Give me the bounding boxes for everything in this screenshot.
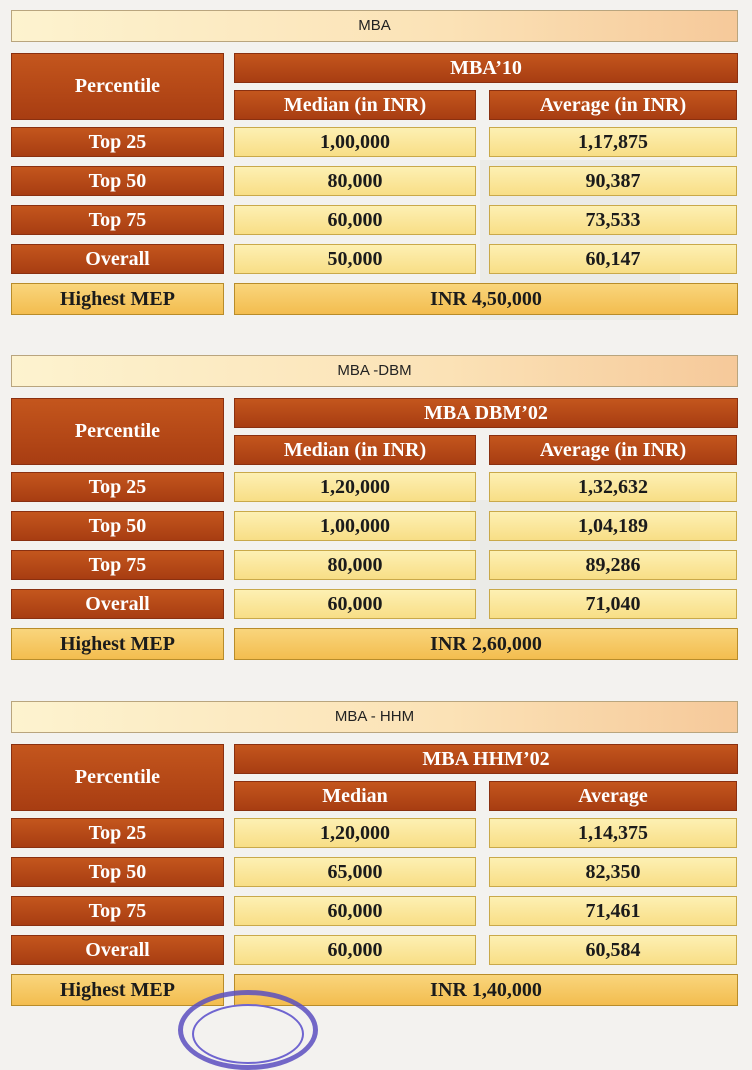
average-value: 89,286 [489, 550, 737, 580]
highest-mep-label: Highest MEP [11, 628, 224, 660]
average-column-header: Average (in INR) [489, 435, 737, 465]
average-value: 1,17,875 [489, 127, 737, 157]
median-value: 65,000 [234, 857, 476, 887]
section-heading: MBA -DBM [11, 355, 738, 387]
median-value: 60,000 [234, 896, 476, 926]
row-label: Top 50 [11, 511, 224, 541]
median-value: 60,000 [234, 205, 476, 235]
row-label: Overall [11, 589, 224, 619]
average-value: 71,040 [489, 589, 737, 619]
percentile-header: Percentile [11, 53, 224, 120]
row-label: Top 50 [11, 857, 224, 887]
average-value: 1,04,189 [489, 511, 737, 541]
average-value: 60,584 [489, 935, 737, 965]
row-label: Top 50 [11, 166, 224, 196]
row-label: Overall [11, 935, 224, 965]
program-header: MBA’10 [234, 53, 738, 83]
highest-mep-label: Highest MEP [11, 283, 224, 315]
row-label: Overall [11, 244, 224, 274]
row-label: Top 25 [11, 472, 224, 502]
average-value: 82,350 [489, 857, 737, 887]
row-label: Top 25 [11, 818, 224, 848]
median-value: 1,00,000 [234, 511, 476, 541]
average-value: 1,32,632 [489, 472, 737, 502]
average-value: 60,147 [489, 244, 737, 274]
table-section: MBA Percentile MBA’10 Median (in INR) Averag… [11, 10, 738, 320]
section-heading: MBA [11, 10, 738, 42]
median-value: 1,20,000 [234, 818, 476, 848]
row-label: Top 75 [11, 205, 224, 235]
median-value: 60,000 [234, 935, 476, 965]
average-value: 90,387 [489, 166, 737, 196]
median-column-header: Median (in INR) [234, 435, 476, 465]
highest-mep-value: INR 2,60,000 [234, 628, 738, 660]
median-value: 1,00,000 [234, 127, 476, 157]
table-section: MBA - HHM Percentile MBA HHM’02 Median Avera… [11, 701, 738, 1011]
median-value: 80,000 [234, 550, 476, 580]
percentile-header: Percentile [11, 398, 224, 465]
median-column-header: Median (in INR) [234, 90, 476, 120]
average-column-header: Average (in INR) [489, 90, 737, 120]
section-heading: MBA - HHM [11, 701, 738, 733]
highest-mep-value: INR 4,50,000 [234, 283, 738, 315]
highest-mep-label: Highest MEP [11, 974, 224, 1006]
average-column-header: Average [489, 781, 737, 811]
program-header: MBA HHM’02 [234, 744, 738, 774]
highest-mep-value: INR 1,40,000 [234, 974, 738, 1006]
program-header: MBA DBM’02 [234, 398, 738, 428]
average-value: 71,461 [489, 896, 737, 926]
row-label: Top 75 [11, 896, 224, 926]
median-value: 60,000 [234, 589, 476, 619]
median-value: 1,20,000 [234, 472, 476, 502]
table-section: MBA -DBM Percentile MBA DBM’02 Median (in I… [11, 355, 738, 665]
average-value: 1,14,375 [489, 818, 737, 848]
median-value: 80,000 [234, 166, 476, 196]
median-value: 50,000 [234, 244, 476, 274]
percentile-header: Percentile [11, 744, 224, 811]
seal-stamp-inner [192, 1004, 304, 1064]
row-label: Top 25 [11, 127, 224, 157]
average-value: 73,533 [489, 205, 737, 235]
row-label: Top 75 [11, 550, 224, 580]
median-column-header: Median [234, 781, 476, 811]
